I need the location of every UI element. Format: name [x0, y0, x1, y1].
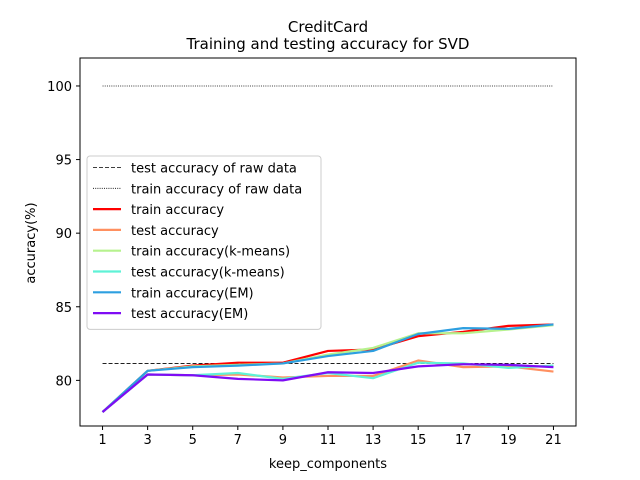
x-axis-label: keep_components	[269, 457, 387, 472]
legend-label: test accuracy	[131, 224, 219, 239]
x-tick-label: 3	[143, 433, 151, 448]
x-tick-label: 1	[98, 433, 106, 448]
y-tick-label: 90	[55, 227, 72, 242]
x-tick-label: 5	[189, 433, 197, 448]
chart-subtitle: Training and testing accuracy for SVD	[186, 35, 470, 53]
legend-label: test accuracy(EM)	[131, 307, 248, 322]
series-line-4	[101, 323, 554, 413]
series-line-3	[101, 361, 554, 413]
chart-title: CreditCard	[288, 18, 368, 36]
x-tick-label: 17	[455, 433, 472, 448]
y-tick-label: 95	[55, 154, 72, 169]
legend: test accuracy of raw data train accuracy …	[86, 155, 322, 330]
x-tick-label: 11	[320, 433, 337, 448]
legend-label: train accuracy(k-means)	[131, 245, 290, 260]
y-tick-label: 85	[55, 301, 72, 316]
x-tick-label: 21	[545, 433, 562, 448]
x-tick-label: 19	[500, 433, 517, 448]
legend-label: train accuracy(EM)	[131, 286, 254, 301]
x-tick-label: 15	[410, 433, 427, 448]
legend-label: train accuracy	[131, 203, 224, 218]
x-tick-label: 13	[365, 433, 382, 448]
y-axis-label: accuracy(%)	[24, 202, 39, 283]
legend-box	[86, 155, 322, 330]
x-tick-label: 9	[279, 433, 287, 448]
series-line-5	[101, 363, 554, 413]
legend-label: test accuracy(k-means)	[131, 266, 285, 281]
x-tick-label: 7	[234, 433, 242, 448]
legend-label: train accuracy of raw data	[131, 182, 302, 197]
y-tick-label: 100	[47, 80, 72, 95]
legend-label: test accuracy of raw data	[131, 162, 297, 177]
y-tick-label: 80	[55, 374, 72, 389]
